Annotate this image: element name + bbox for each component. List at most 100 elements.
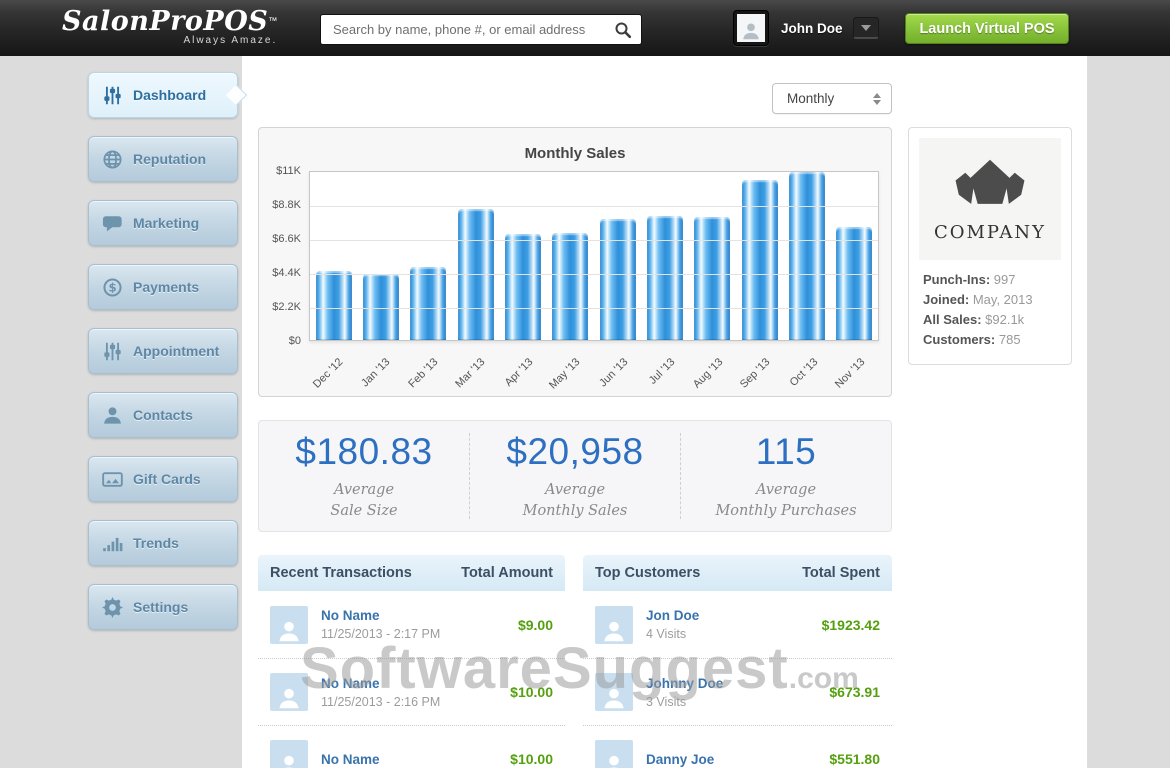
row-amount: $10.00 xyxy=(510,751,553,767)
sliders-icon xyxy=(102,85,123,106)
row-name: No Name xyxy=(321,675,380,691)
sidebar-item-label: Reputation xyxy=(133,151,207,167)
table-header: Top Customers Total Spent xyxy=(583,555,892,591)
sidebar-item-gift-cards[interactable]: Gift Cards xyxy=(88,456,238,502)
table-header: Recent Transactions Total Amount xyxy=(258,555,565,591)
period-select-value: Monthly xyxy=(787,91,835,106)
x-tick-label: Dec '12 xyxy=(310,356,346,391)
summary-stat-value: 115 xyxy=(755,431,817,473)
period-select[interactable]: Monthly xyxy=(772,83,892,114)
sidebar-item-reputation[interactable]: Reputation xyxy=(88,136,238,182)
row-name: Johnny Doe xyxy=(646,675,724,691)
sidebar-item-settings[interactable]: Settings xyxy=(88,584,238,630)
sidebar-item-label: Contacts xyxy=(133,407,193,423)
row-info: Johnny Doe 3 Visits xyxy=(646,676,829,709)
company-name: COMPANY xyxy=(933,221,1047,243)
select-spinner-icon xyxy=(873,92,881,105)
row-name: No Name xyxy=(321,751,380,767)
person-icon xyxy=(102,405,123,426)
row-name: No Name xyxy=(321,608,380,623)
x-tick-label: Jan '13 xyxy=(359,356,393,390)
bar-slot xyxy=(736,172,783,340)
sidebar-item-trends[interactable]: Trends xyxy=(88,520,238,566)
gridline xyxy=(310,206,878,207)
row-subtitle: 4 Visits xyxy=(646,627,687,641)
sidebar-item-dashboard[interactable]: Dashboard xyxy=(88,72,248,118)
row-amount: $673.91 xyxy=(829,684,880,700)
search-input[interactable] xyxy=(321,22,614,37)
company-stat: All Sales: $92.1k xyxy=(923,312,1025,327)
x-tick-label: Sep '13 xyxy=(738,356,773,391)
table-row[interactable]: No Name 11/25/2013 - 2:16 PM $10.00 xyxy=(258,658,565,725)
table-row[interactable]: Jon Doe 4 Visits $1923.42 xyxy=(583,591,892,658)
sidebar-item-payments[interactable]: $ Payments xyxy=(88,264,238,310)
app-logo: SalonProPOS™ Always Amaze. xyxy=(62,6,277,46)
table-row[interactable]: Johnny Doe 3 Visits $673.91 xyxy=(583,658,892,725)
amount-column-header: Total Spent xyxy=(802,565,880,581)
bar-slot xyxy=(499,172,546,340)
y-tick-label: $2.2K xyxy=(272,301,301,313)
x-tick-label: Nov '13 xyxy=(833,356,868,391)
row-info: No Name 11/25/2013 - 2:16 PM xyxy=(321,676,510,709)
x-tick-label: Jun '13 xyxy=(596,356,631,390)
table-row[interactable]: No Name 11/25/2013 - 2:17 PM $9.00 xyxy=(258,591,565,658)
sidebar-item-label: Marketing xyxy=(133,215,200,231)
x-tick-label: Oct '13 xyxy=(787,356,821,389)
sidebar-item-label: Settings xyxy=(133,599,189,615)
row-info: No Name 11/25/2013 - 2:17 PM xyxy=(321,608,518,641)
app-logo-title: SalonProPOS xyxy=(62,6,269,37)
bar-slot xyxy=(452,172,499,340)
bar-may13 xyxy=(552,232,589,340)
gear-icon xyxy=(102,596,123,618)
bar-jan13 xyxy=(362,273,399,340)
row-name: Danny Joe xyxy=(646,751,715,767)
app-logo-tagline: Always Amaze. xyxy=(183,35,278,46)
user-avatar xyxy=(733,10,769,46)
transactions-body: No Name 11/25/2013 - 2:17 PM $9.00 No Name 1… xyxy=(258,591,565,768)
summary-stat-value: $20,958 xyxy=(506,431,644,473)
user-menu[interactable]: John Doe xyxy=(733,10,879,46)
gridline xyxy=(310,308,878,309)
giftcard-icon xyxy=(102,469,123,490)
svg-text:$: $ xyxy=(108,280,116,294)
gridline xyxy=(310,274,878,275)
bar-oct13 xyxy=(788,171,825,340)
bar-sep13 xyxy=(741,180,778,340)
row-subtitle: 11/25/2013 - 2:16 PM xyxy=(321,694,441,709)
table-row[interactable]: Danny Joe $551.80 xyxy=(583,725,892,768)
bar-slot xyxy=(689,172,736,340)
sidebar-item-label: Dashboard xyxy=(133,87,207,103)
recent-transactions-table: Recent Transactions Total Amount No Name… xyxy=(258,555,565,768)
chart-plot-area xyxy=(309,171,879,341)
row-amount: $1923.42 xyxy=(821,616,880,633)
company-stat: Customers: 785 xyxy=(923,332,1021,347)
x-tick-label: May '13 xyxy=(547,356,583,392)
y-tick-label: $0 xyxy=(288,335,301,347)
search-icon[interactable] xyxy=(614,21,632,39)
user-dropdown-button[interactable] xyxy=(852,17,879,39)
bar-slot xyxy=(357,172,404,340)
table-title: Recent Transactions xyxy=(270,565,412,581)
bar-slot xyxy=(783,171,830,340)
row-subtitle: 11/25/2013 - 2:17 PM xyxy=(321,627,441,641)
y-tick-label: $6.6K xyxy=(272,233,301,245)
crown-logo-icon xyxy=(955,159,1025,204)
table-title: Top Customers xyxy=(595,565,701,581)
sidebar-item-appointment[interactable]: Appointment xyxy=(88,328,238,374)
bar-apr13 xyxy=(504,234,541,340)
chart-bars xyxy=(310,171,878,340)
sliders-icon xyxy=(102,341,123,362)
sidebar-item-marketing[interactable]: Marketing xyxy=(88,200,238,246)
person-avatar-icon xyxy=(270,740,308,768)
bar-jun13 xyxy=(599,218,636,340)
table-row[interactable]: No Name $10.00 xyxy=(258,725,565,768)
chart-x-axis: Dec '12 Jan '13 Feb '13 Mar '13 Apr '13 May '… xyxy=(309,344,879,394)
customers-body: Jon Doe 4 Visits $1923.42 Johnny Doe 3 Visit… xyxy=(583,591,892,768)
sidebar: Dashboard Reputation Marketing $ Payments App… xyxy=(88,72,248,630)
sidebar-item-contacts[interactable]: Contacts xyxy=(88,392,238,438)
search-box xyxy=(320,14,642,45)
launch-virtual-pos-button[interactable]: Launch Virtual POS xyxy=(905,13,1069,44)
summary-stat-label: Average Monthly Purchases xyxy=(715,482,857,519)
x-tick-label: Aug '13 xyxy=(690,356,726,391)
